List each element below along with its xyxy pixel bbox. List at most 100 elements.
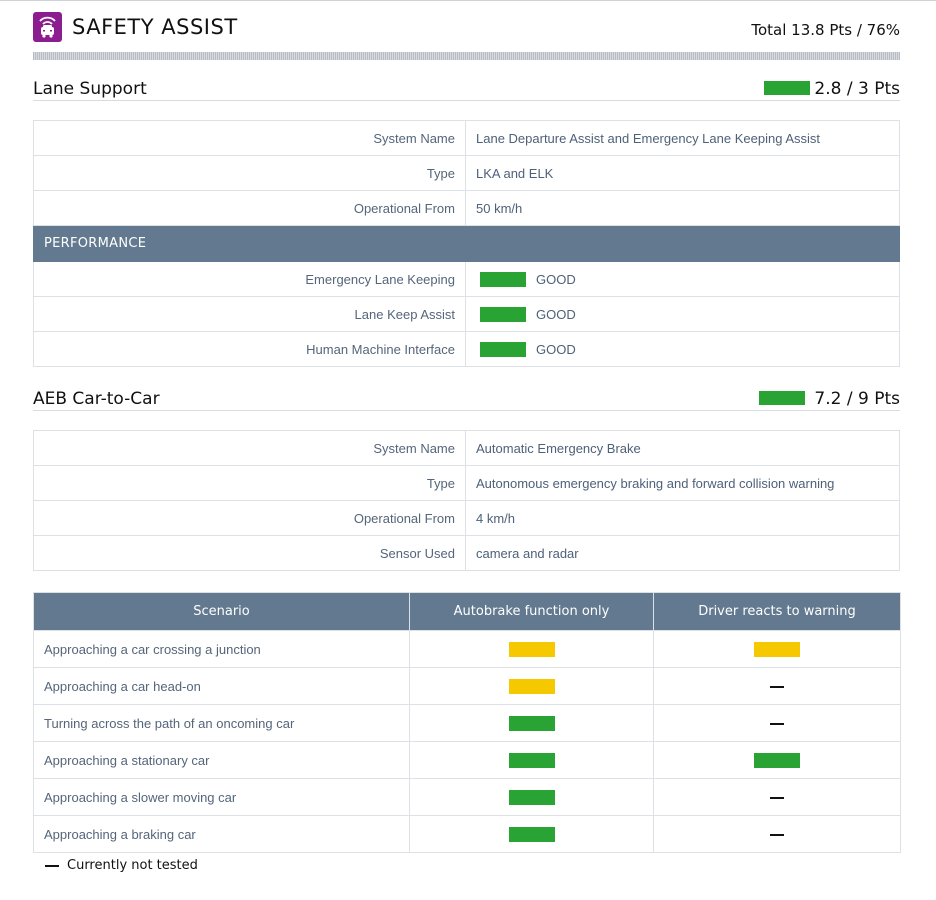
rating-bar-green [508,753,555,769]
rating-bar-yellow [508,642,555,658]
autobrake-cell [409,778,654,816]
not-tested-dash-icon [770,686,784,689]
table-row: Approaching a car head-on [33,667,901,705]
row-label: Lane Keep Assist [33,296,466,332]
lane-support-table: System Name Lane Departure Assist and Em… [33,120,900,367]
section-title: Lane Support [33,79,147,99]
driver-cell [653,741,901,779]
table-row: Approaching a braking car [33,815,901,853]
autobrake-cell [409,741,654,779]
row-label: Human Machine Interface [33,331,466,367]
row-label: Operational From [33,500,466,536]
rating-cell: GOOD [465,296,900,332]
not-tested-dash-icon [770,723,784,726]
section-points: 7.2 / 9 Pts [814,389,900,409]
aeb-header: AEB Car-to-Car 7.2 / 9 Pts [33,389,900,411]
row-label: Type [33,155,466,191]
total-score: Total 13.8 Pts / 76% [751,21,900,39]
scenario-name: Approaching a stationary car [33,741,410,779]
driver-cell [653,704,901,742]
performance-header-row: PERFORMANCE [33,225,900,262]
row-label: System Name [33,430,466,466]
table-row: Human Machine Interface GOOD [33,331,900,367]
car-in-signal-icon [33,12,62,42]
section-divider [33,410,900,411]
not-tested-dash-icon [770,797,784,800]
driver-cell [653,630,901,668]
section-points: 2.8 / 3 Pts [814,79,900,99]
scenario-rows: Approaching a car crossing a junction Ap… [33,630,901,853]
rating-bar [480,342,526,358]
row-value: 50 km/h [465,190,900,226]
lane-support-header: Lane Support 2.8 / 3 Pts [33,79,900,101]
legend: Currently not tested [45,858,198,873]
table-row: Approaching a car crossing a junction [33,630,901,668]
dash-icon [45,864,59,867]
rating-bar-green [508,827,555,843]
scenario-header-row: Scenario Autobrake function only Driver … [33,592,901,631]
table-row: System Name Lane Departure Assist and Em… [33,120,900,156]
table-row: Operational From 50 km/h [33,190,900,226]
driver-cell [653,778,901,816]
rating-bar-green [508,716,555,732]
autobrake-cell [409,704,654,742]
table-row: Turning across the path of an oncoming c… [33,704,901,742]
rating-bar-green [508,790,555,806]
rating-text: GOOD [536,272,576,288]
column-header-scenario: Scenario [33,592,410,631]
rating-bar [480,272,526,288]
table-row: Approaching a slower moving car [33,778,901,816]
table-row: Sensor Used camera and radar [33,535,900,571]
column-header-autobrake: Autobrake function only [409,592,654,631]
rating-bar-yellow [508,679,555,695]
driver-cell [653,667,901,705]
score-bar [764,81,810,95]
not-tested-dash-icon [770,834,784,837]
score-bar [759,391,805,405]
rating-text: GOOD [536,307,576,323]
row-value: LKA and ELK [465,155,900,191]
rating-bar-yellow [754,642,800,658]
scenario-name: Approaching a car crossing a junction [33,630,410,668]
table-row: Type Autonomous emergency braking and fo… [33,465,900,501]
scenario-name: Approaching a car head-on [33,667,410,705]
legend-text: Currently not tested [67,858,198,873]
top-border [0,0,936,1]
section-title: AEB Car-to-Car [33,389,160,409]
scenario-name: Approaching a slower moving car [33,778,410,816]
row-value: Automatic Emergency Brake [465,430,900,466]
row-label: Emergency Lane Keeping [33,261,466,297]
scenario-name: Approaching a braking car [33,815,410,853]
row-label: Operational From [33,190,466,226]
row-value: Lane Departure Assist and Emergency Lane… [465,120,900,156]
table-row: Lane Keep Assist GOOD [33,296,900,332]
driver-cell [653,815,901,853]
rating-cell: GOOD [465,261,900,297]
row-value: Autonomous emergency braking and forward… [465,465,900,501]
page-title: SAFETY ASSIST [72,15,238,39]
page-header: SAFETY ASSIST Total 13.8 Pts / 76% [33,12,900,44]
row-value: 4 km/h [465,500,900,536]
table-row: Approaching a stationary car [33,741,901,779]
column-header-driver: Driver reacts to warning [653,592,901,631]
rating-text: GOOD [536,342,576,358]
row-label: Type [33,465,466,501]
performance-header: PERFORMANCE [33,225,900,262]
row-value: camera and radar [465,535,900,571]
table-row: Type LKA and ELK [33,155,900,191]
scenario-table: Scenario Autobrake function only Driver … [33,592,901,853]
scenario-name: Turning across the path of an oncoming c… [33,704,410,742]
table-row: Operational From 4 km/h [33,500,900,536]
rating-cell: GOOD [465,331,900,367]
rating-bar [480,307,526,323]
table-row: System Name Automatic Emergency Brake [33,430,900,466]
rating-bar-green [754,753,800,769]
row-label: Sensor Used [33,535,466,571]
autobrake-cell [409,815,654,853]
row-label: System Name [33,120,466,156]
table-row: Emergency Lane Keeping GOOD [33,261,900,297]
autobrake-cell [409,630,654,668]
header-divider [33,52,900,60]
section-divider [33,100,900,101]
autobrake-cell [409,667,654,705]
